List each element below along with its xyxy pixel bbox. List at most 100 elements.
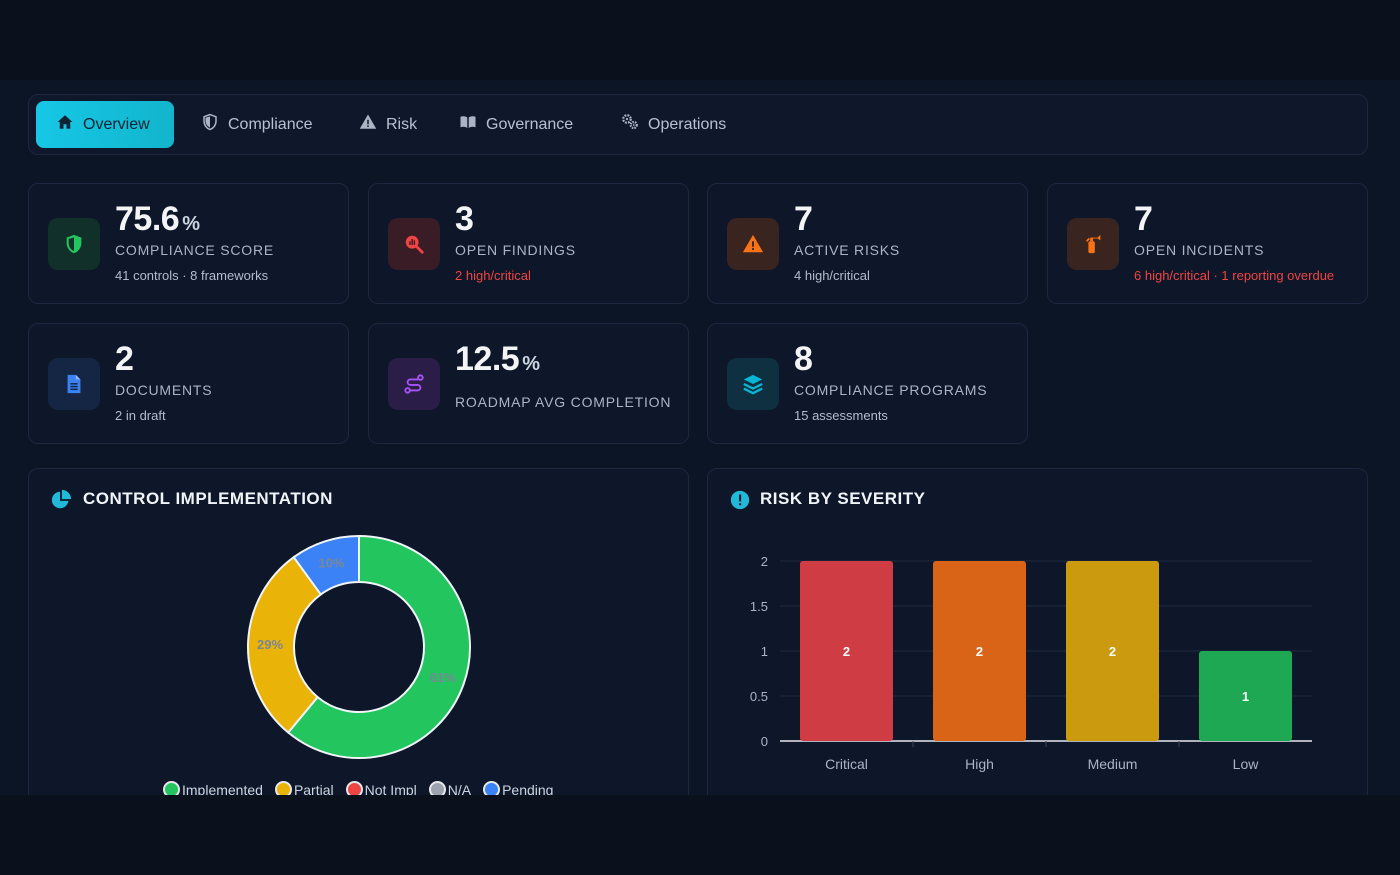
risk-by-severity-panel: RISK BY SEVERITY 0 0.5 1 1.5 2 2 Critical 2 High… [707, 468, 1368, 795]
legend-swatch [163, 781, 180, 795]
stat-sub: 15 assessments [794, 408, 888, 423]
legend-swatch [428, 781, 446, 795]
shield-check-icon [48, 218, 100, 270]
bar-high[interactable] [933, 561, 1026, 741]
book-icon [459, 113, 477, 136]
stat-value: 3 [455, 200, 474, 238]
stat-card-compliance-score[interactable]: 75.6% COMPLIANCE SCORE 41 controls · 8 f… [28, 183, 349, 304]
stat-sub: 4 high/critical [794, 268, 870, 283]
legend-item-pending[interactable]: Pending [483, 781, 553, 795]
y-tick-label: 0 [761, 734, 768, 749]
stat-value: 75.6% [115, 200, 200, 238]
chart-legend: Implemented Partial Not Impl N/A Pending [163, 781, 553, 795]
document-icon [48, 358, 100, 410]
donut-chart: 61% 29% 10% [247, 534, 471, 759]
legend-label: Not Impl [364, 781, 417, 796]
stat-sub: 2 high/critical [455, 268, 531, 283]
stat-value: 7 [1134, 200, 1153, 238]
donut-slice-pending[interactable] [292, 534, 360, 596]
stat-label: COMPLIANCE PROGRAMS [794, 382, 988, 398]
warning-icon [727, 218, 779, 270]
bar-value-label: 2 [976, 644, 983, 659]
search-chart-icon [388, 218, 440, 270]
bottom-band [0, 795, 1400, 875]
legend-swatch [483, 781, 501, 795]
bar-chart: 0 0.5 1 1.5 2 2 Critical 2 High 2 Medium 1 Low [750, 554, 1312, 772]
fire-extinguisher-icon [1067, 218, 1119, 270]
bar-value-label: 2 [843, 644, 850, 659]
stat-card-documents[interactable]: 2 DOCUMENTS 2 in draft [28, 323, 349, 444]
legend-item-not-impl[interactable]: Not Impl [345, 781, 417, 796]
tab-compliance[interactable]: Compliance [181, 101, 332, 148]
panel-title: CONTROL IMPLEMENTATION [83, 489, 333, 508]
bar-low[interactable] [1199, 651, 1292, 741]
tab-risk[interactable]: Risk [339, 101, 437, 148]
legend-label: N/A [447, 781, 472, 796]
stat-unit: % [182, 213, 200, 235]
route-icon [388, 358, 440, 410]
y-tick-label: 1 [761, 644, 768, 659]
warning-icon [359, 113, 377, 136]
stat-label: ROADMAP AVG COMPLETION [455, 394, 672, 410]
stat-value: 7 [794, 200, 813, 238]
legend-label: Partial [293, 781, 334, 796]
stat-label: DOCUMENTS [115, 382, 213, 398]
stat-label: ACTIVE RISKS [794, 242, 901, 258]
tab-bar: Overview Compliance Risk Governance Oper… [28, 94, 1368, 155]
dashboard-content: Overview Compliance Risk Governance Oper… [0, 80, 1400, 795]
top-band [0, 0, 1400, 80]
stat-card-active-risks[interactable]: 7 ACTIVE RISKS 4 high/critical [707, 183, 1028, 304]
bar-value-label: 1 [1242, 689, 1249, 704]
tab-overview[interactable]: Overview [36, 101, 174, 148]
x-tick-label: Critical [825, 756, 868, 772]
bar-critical[interactable] [800, 561, 893, 741]
legend-swatch [345, 781, 363, 795]
stat-unit: % [522, 353, 540, 375]
stat-card-compliance-programs[interactable]: 8 COMPLIANCE PROGRAMS 15 assessments [707, 323, 1028, 444]
stat-sub: 41 controls · 8 frameworks [115, 268, 269, 283]
donut-value-label: 10% [318, 555, 344, 570]
y-tick-label: 0.5 [750, 689, 768, 704]
stat-card-open-incidents[interactable]: 7 OPEN INCIDENTS 6 high/critical · 1 rep… [1047, 183, 1368, 304]
stat-label: OPEN FINDINGS [455, 242, 576, 258]
stat-sub: 6 high/critical · 1 reporting overdue [1134, 268, 1335, 283]
legend-item-na[interactable]: N/A [428, 781, 472, 796]
stat-value: 12.5% [455, 340, 540, 378]
legend-item-implemented[interactable]: Implemented [163, 781, 263, 795]
panel-title: RISK BY SEVERITY [760, 489, 926, 508]
tab-governance[interactable]: Governance [439, 101, 593, 148]
bar-medium[interactable] [1066, 561, 1159, 741]
tab-label: Overview [83, 115, 150, 133]
stat-label: COMPLIANCE SCORE [115, 242, 275, 258]
legend-swatch [274, 781, 292, 795]
stat-label: OPEN INCIDENTS [1134, 242, 1265, 258]
donut-value-label: 29% [257, 637, 283, 652]
pie-chart-icon [51, 489, 72, 509]
y-tick-label: 1.5 [750, 599, 768, 614]
legend-label: Pending [502, 781, 554, 796]
x-tick-label: High [965, 756, 994, 772]
stat-card-open-findings[interactable]: 3 OPEN FINDINGS 2 high/critical [368, 183, 689, 304]
tab-operations[interactable]: Operations [601, 101, 746, 148]
legend-label: Implemented [182, 781, 263, 796]
stat-value: 2 [115, 340, 134, 378]
tab-label: Risk [386, 115, 418, 133]
gears-icon [621, 113, 639, 136]
layers-icon [727, 358, 779, 410]
x-tick-label: Low [1233, 756, 1260, 772]
alert-circle-icon [730, 490, 750, 510]
tab-label: Operations [648, 115, 727, 133]
stat-value: 8 [794, 340, 813, 378]
stat-card-roadmap-completion[interactable]: 12.5% ROADMAP AVG COMPLETION [368, 323, 689, 444]
donut-slice-partial[interactable] [247, 555, 323, 734]
y-tick-label: 2 [761, 554, 768, 569]
donut-slice-implemented[interactable] [286, 534, 471, 759]
donut-value-label: 61% [430, 670, 456, 685]
bar-value-label: 2 [1109, 644, 1116, 659]
control-implementation-panel: CONTROL IMPLEMENTATION 61% 29% 10% Impleme… [28, 468, 689, 795]
x-tick-label: Medium [1088, 756, 1138, 772]
home-icon [56, 113, 74, 136]
legend-item-partial[interactable]: Partial [274, 781, 334, 796]
stat-sub: 2 in draft [115, 408, 166, 423]
tab-label: Governance [486, 115, 574, 133]
